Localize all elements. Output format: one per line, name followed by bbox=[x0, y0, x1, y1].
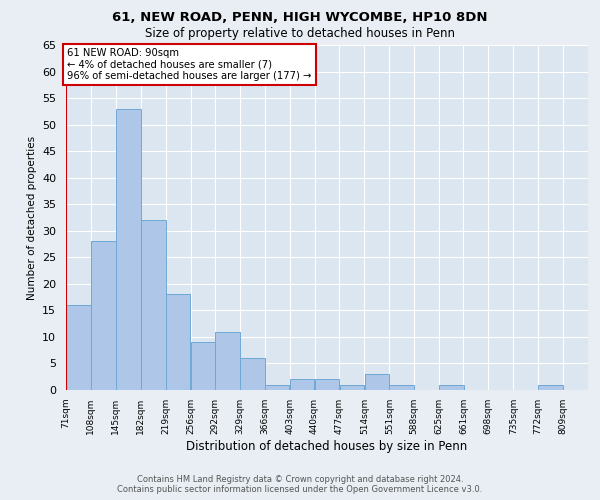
Text: Contains HM Land Registry data © Crown copyright and database right 2024.
Contai: Contains HM Land Registry data © Crown c… bbox=[118, 474, 482, 494]
Bar bbox=[166, 294, 190, 390]
Bar bbox=[340, 384, 364, 390]
Bar bbox=[265, 384, 289, 390]
Bar bbox=[439, 384, 464, 390]
Bar bbox=[365, 374, 389, 390]
Bar bbox=[66, 305, 91, 390]
Bar bbox=[91, 242, 116, 390]
Bar bbox=[191, 342, 215, 390]
Bar bbox=[290, 380, 314, 390]
Bar bbox=[538, 384, 563, 390]
Text: Size of property relative to detached houses in Penn: Size of property relative to detached ho… bbox=[145, 28, 455, 40]
Bar bbox=[240, 358, 265, 390]
Y-axis label: Number of detached properties: Number of detached properties bbox=[26, 136, 37, 300]
Text: 61, NEW ROAD, PENN, HIGH WYCOMBE, HP10 8DN: 61, NEW ROAD, PENN, HIGH WYCOMBE, HP10 8… bbox=[112, 11, 488, 24]
X-axis label: Distribution of detached houses by size in Penn: Distribution of detached houses by size … bbox=[187, 440, 467, 452]
Bar bbox=[389, 384, 414, 390]
Bar bbox=[315, 380, 339, 390]
Text: 61 NEW ROAD: 90sqm
← 4% of detached houses are smaller (7)
96% of semi-detached : 61 NEW ROAD: 90sqm ← 4% of detached hous… bbox=[67, 48, 312, 81]
Bar bbox=[141, 220, 166, 390]
Bar bbox=[116, 108, 140, 390]
Bar bbox=[215, 332, 239, 390]
